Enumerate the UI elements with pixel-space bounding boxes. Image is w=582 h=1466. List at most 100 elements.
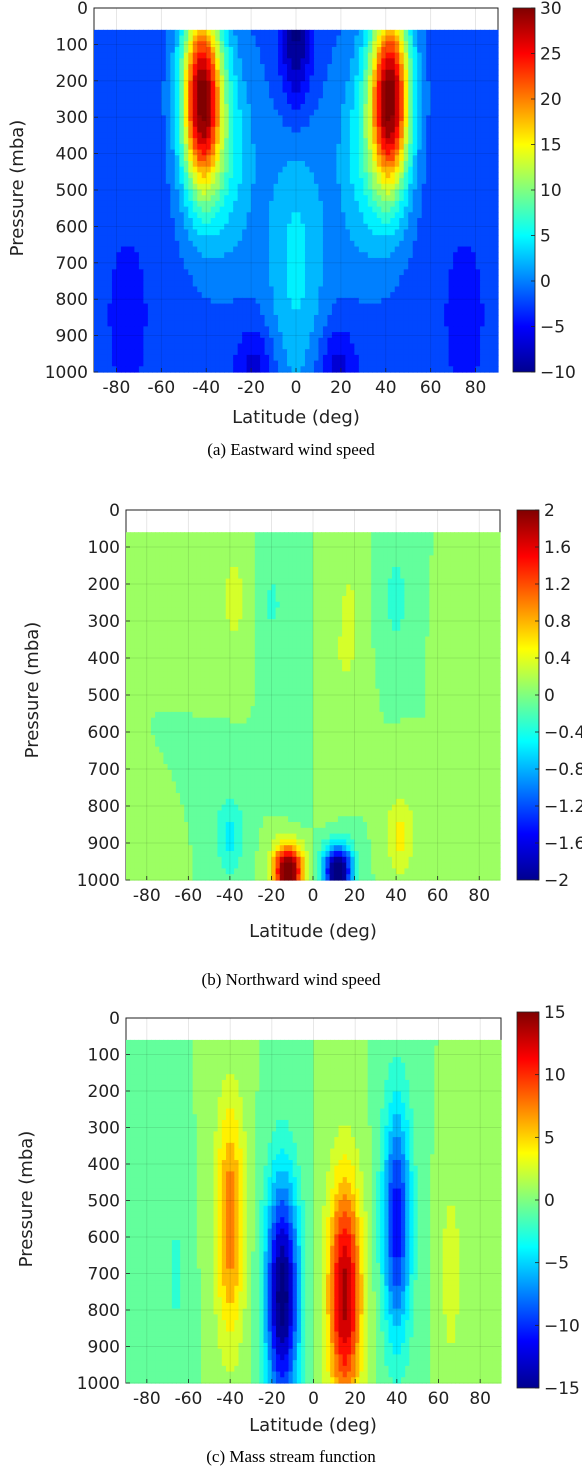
heatmap-cell [431, 252, 436, 258]
heatmap-cell [283, 93, 288, 99]
heatmap-cell [184, 252, 189, 258]
heatmap-cell [121, 309, 126, 315]
heatmap-cell [485, 58, 490, 64]
heatmap-cell [125, 115, 130, 121]
heatmap-cell [175, 127, 180, 133]
heatmap-cell [148, 161, 153, 167]
heatmap-cell [453, 224, 458, 230]
heatmap-cell [413, 127, 418, 133]
heatmap-cell [260, 93, 265, 99]
heatmap-cell [242, 98, 247, 104]
heatmap-cell [462, 218, 467, 224]
heatmap-cell [408, 93, 413, 99]
heatmap-cell [166, 264, 171, 270]
heatmap-cell [305, 184, 310, 190]
heatmap-cell [435, 64, 440, 70]
heatmap-cell [408, 224, 413, 230]
heatmap-cell [404, 190, 409, 196]
heatmap-cell [242, 53, 247, 59]
heatmap-cell [139, 212, 144, 218]
heatmap-cell [179, 343, 184, 349]
heatmap-cell [229, 138, 234, 144]
heatmap-cell [372, 241, 377, 247]
heatmap-cell [152, 309, 157, 315]
heatmap-cell [323, 144, 328, 150]
heatmap-cell [404, 315, 409, 321]
heatmap-cell [314, 269, 319, 275]
heatmap-cell [431, 64, 436, 70]
heatmap-cell [139, 184, 144, 190]
heatmap-cell [220, 252, 225, 258]
heatmap-cell [256, 161, 261, 167]
heatmap-cell [359, 315, 364, 321]
heatmap-cell [143, 207, 148, 213]
heatmap-cell [485, 315, 490, 321]
heatmap-cell [417, 167, 422, 173]
heatmap-cell [435, 161, 440, 167]
heatmap-cell [345, 172, 350, 178]
heatmap-cell [148, 138, 153, 144]
heatmap-cell [170, 110, 175, 116]
heatmap-cell [152, 36, 157, 42]
heatmap-cell [462, 292, 467, 298]
heatmap-cell [309, 127, 314, 133]
heatmap-cell [305, 64, 310, 70]
heatmap-cell [242, 121, 247, 127]
heatmap-cell [422, 115, 427, 121]
heatmap-cell [350, 30, 355, 36]
heatmap-cell [283, 212, 288, 218]
heatmap-cell [485, 207, 490, 213]
heatmap-cell [444, 155, 449, 161]
heatmap-cell [345, 110, 350, 116]
heatmap-cell [161, 87, 166, 93]
heatmap-cell [485, 184, 490, 190]
heatmap-cell [404, 58, 409, 64]
heatmap-cell [323, 269, 328, 275]
heatmap-cell [175, 315, 180, 321]
heatmap-cell [453, 150, 458, 156]
heatmap-cell [188, 167, 193, 173]
heatmap-cell [323, 70, 328, 76]
heatmap-cell [332, 81, 337, 87]
heatmap-cell [206, 338, 211, 344]
heatmap-cell [314, 252, 319, 258]
heatmap-cell [408, 104, 413, 110]
heatmap-cell [148, 304, 153, 310]
heatmap-cell [323, 30, 328, 36]
heatmap-cell [148, 172, 153, 178]
heatmap-cell [345, 178, 350, 184]
heatmap-cell [494, 338, 499, 344]
heatmap-cell [327, 36, 332, 42]
heatmap-cell [435, 321, 440, 327]
heatmap-cell [485, 258, 490, 264]
heatmap-cell [188, 326, 193, 332]
heatmap-cell [363, 281, 368, 287]
heatmap-cell [408, 195, 413, 201]
heatmap-cell [462, 98, 467, 104]
heatmap-cell [103, 172, 108, 178]
heatmap-cell [458, 36, 463, 42]
heatmap-cell [449, 195, 454, 201]
heatmap-cell [458, 104, 463, 110]
heatmap-cell [417, 30, 422, 36]
heatmap-cell [431, 81, 436, 87]
heatmap-cell [458, 167, 463, 173]
heatmap-cell [161, 70, 166, 76]
heatmap-cell [130, 292, 135, 298]
heatmap-cell [476, 98, 481, 104]
heatmap-cell [193, 155, 198, 161]
heatmap-cell [139, 70, 144, 76]
heatmap-cell [103, 98, 108, 104]
heatmap-cell [363, 247, 368, 253]
heatmap-cell [215, 229, 220, 235]
heatmap-cell [341, 338, 346, 344]
heatmap-cell [233, 281, 238, 287]
heatmap-cell [98, 264, 103, 270]
heatmap-cell [395, 235, 400, 241]
heatmap-cell [318, 178, 323, 184]
heatmap-cell [363, 218, 368, 224]
heatmap-cell [323, 264, 328, 270]
heatmap-cell [152, 58, 157, 64]
heatmap-cell [121, 30, 126, 36]
heatmap-cell [242, 229, 247, 235]
